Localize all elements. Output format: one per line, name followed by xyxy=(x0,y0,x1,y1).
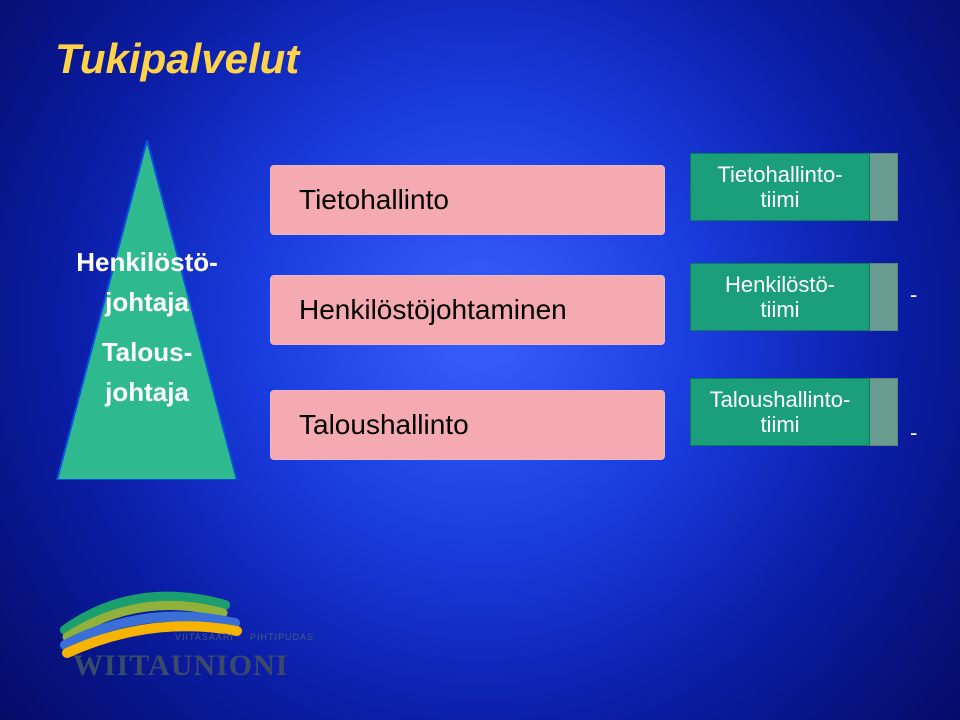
triangle-label-3: Talous- xyxy=(52,335,242,370)
team-3-line1: Taloushallinto- xyxy=(710,387,851,412)
function-label-2: Henkilöstöjohtaminen xyxy=(299,294,567,326)
team-2-line2: tiimi xyxy=(725,297,835,322)
triangle-label-4: johtaja xyxy=(52,375,242,410)
dash-2: - xyxy=(910,282,917,308)
function-label-1: Tietohallinto xyxy=(299,184,449,216)
logo: VIITASAARI PIHTIPUDAS WIITAUNIONI xyxy=(55,575,345,690)
dash-3: - xyxy=(910,420,917,446)
team-1-line1: Tietohallinto- xyxy=(717,162,842,187)
team-2-line1: Henkilöstö- xyxy=(725,272,835,297)
slide: Tukipalvelut Henkilöstö- johtaja Talous-… xyxy=(0,0,960,720)
logo-city1: VIITASAARI xyxy=(175,632,234,642)
function-label-3: Taloushallinto xyxy=(299,409,469,441)
logo-brand: WIITAUNIONI xyxy=(73,649,288,682)
logo-svg: VIITASAARI PIHTIPUDAS WIITAUNIONI xyxy=(55,575,345,685)
function-box-2: Henkilöstöjohtaminen xyxy=(270,275,665,345)
team-box-1: Tietohallinto- tiimi xyxy=(690,153,870,221)
triangle-label-1: Henkilöstö- xyxy=(52,245,242,280)
function-box-1: Tietohallinto xyxy=(270,165,665,235)
team-3-line2: tiimi xyxy=(710,412,851,437)
page-title: Tukipalvelut xyxy=(55,35,299,83)
team-1-line2: tiimi xyxy=(717,187,842,212)
triangle-label-2: johtaja xyxy=(52,285,242,320)
team-box-3: Taloushallinto- tiimi xyxy=(690,378,870,446)
logo-city2: PIHTIPUDAS xyxy=(250,632,314,642)
function-box-3: Taloushallinto xyxy=(270,390,665,460)
team-box-2: Henkilöstö- tiimi xyxy=(690,263,870,331)
